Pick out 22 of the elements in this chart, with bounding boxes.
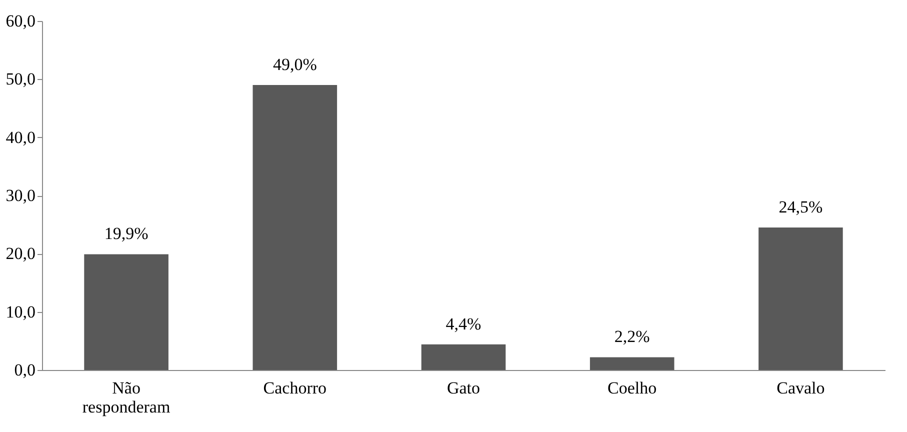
bar bbox=[421, 344, 506, 370]
y-tick-label: 30,0 bbox=[6, 186, 36, 205]
data-label: 24,5% bbox=[778, 197, 823, 216]
bar bbox=[590, 357, 674, 370]
data-label: 19,9% bbox=[104, 224, 148, 244]
bar bbox=[758, 227, 843, 370]
y-tick-label: 60,0 bbox=[6, 12, 36, 30]
y-tick-label: 50,0 bbox=[6, 70, 36, 89]
x-tick-label: Cachorro bbox=[263, 378, 327, 398]
y-tick-label: 20,0 bbox=[6, 244, 36, 264]
y-tick-label: 40,0 bbox=[6, 128, 36, 147]
data-label: 49,0% bbox=[272, 54, 317, 74]
y-tick-label: 10,0 bbox=[6, 302, 36, 322]
y-tick-label: 0,0 bbox=[14, 360, 36, 380]
x-tick-label: Coelho bbox=[608, 378, 657, 398]
x-tick-label: Não responderam bbox=[82, 378, 170, 416]
data-label: 2,2% bbox=[614, 327, 650, 346]
data-label: 4,4% bbox=[446, 314, 482, 334]
bar bbox=[84, 254, 168, 370]
x-tick-label: Gato bbox=[446, 378, 480, 398]
bar bbox=[252, 84, 338, 370]
x-tick-label: Cavalo bbox=[776, 378, 825, 398]
